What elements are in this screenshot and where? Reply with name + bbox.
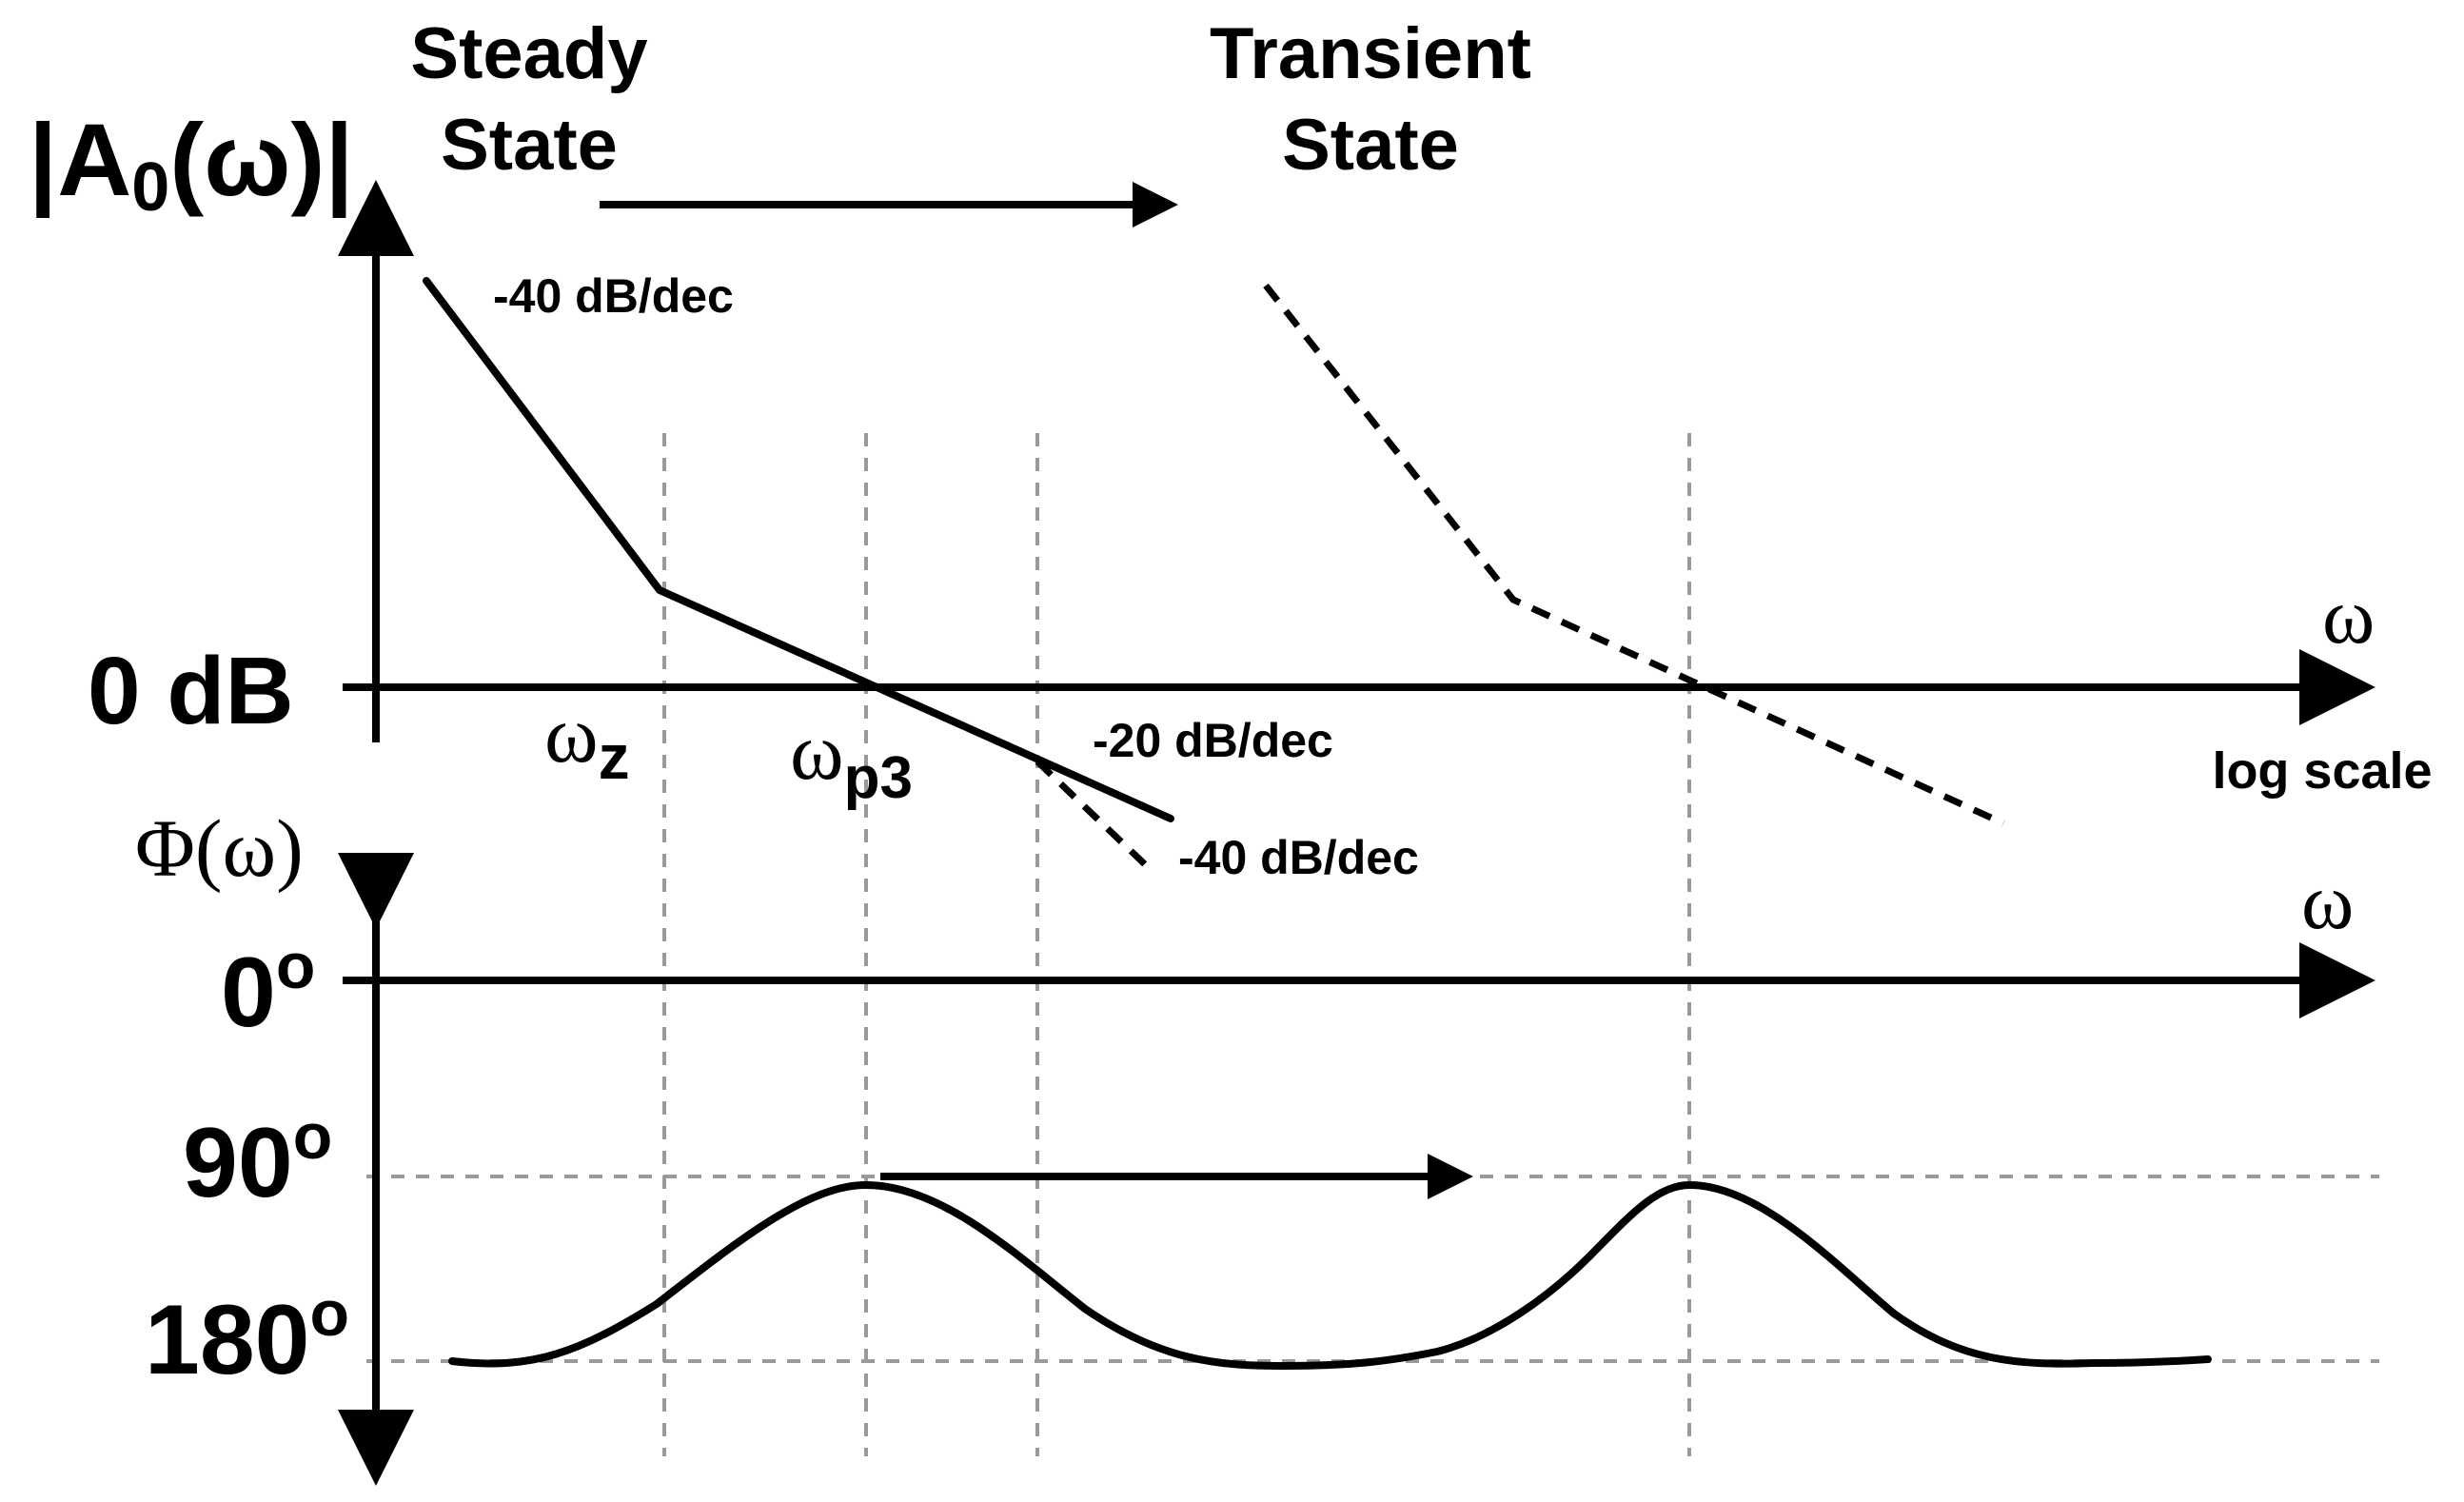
slope-label-second: -20 dB/dec — [1093, 714, 1333, 767]
transient-state-label-line2: State — [1282, 105, 1459, 186]
log-scale-label: log scale — [2212, 742, 2432, 800]
phase-axis-label: Φ(ω) — [135, 802, 304, 894]
steady-state-magnitude-curve — [423, 277, 1174, 822]
steady-state-label-line2: State — [441, 105, 618, 186]
steady-state-label-line1: Steady — [410, 13, 647, 94]
omega-phase-axis-label: ω — [2301, 858, 2354, 946]
transient-state-label-line1: Transient — [1210, 13, 1531, 94]
slope-label-third: -40 dB/dec — [1178, 831, 1419, 884]
phase-0-label: 0o — [221, 930, 315, 1048]
phase-90-label: 90o — [183, 1100, 332, 1218]
slope-label-first: -40 dB/dec — [493, 269, 734, 323]
phase-curve — [448, 1181, 2212, 1370]
transient-magnitude-curve — [1263, 283, 2005, 827]
omega-magnitude-axis-label: ω — [2322, 572, 2375, 661]
omega-z-label: ωz — [544, 688, 630, 792]
magnitude-axis-label: |A0(ω)| — [29, 102, 354, 226]
phase-180-label: 180o — [145, 1277, 349, 1395]
omega-p3-label: ωp3 — [790, 705, 913, 811]
steady-state-extra-pole-dash — [1035, 759, 1150, 869]
zero-db-label: 0 dB — [88, 638, 294, 744]
